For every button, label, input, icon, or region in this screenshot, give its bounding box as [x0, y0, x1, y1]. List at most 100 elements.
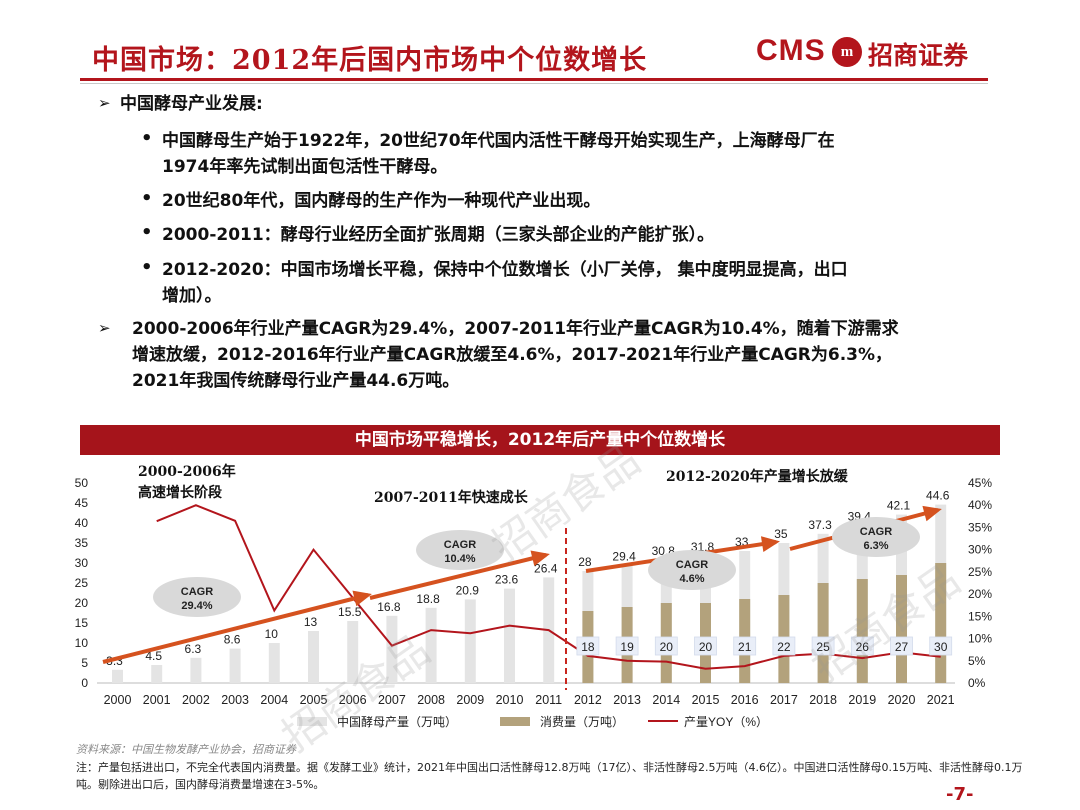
- x-tick-label: 2001: [143, 693, 171, 707]
- production-bar: [268, 643, 280, 683]
- y-right-tick-label: 15%: [968, 609, 992, 623]
- consumption-bar: [935, 563, 947, 683]
- consumption-bar: [896, 575, 907, 683]
- bullet-4-line-1: 2012-2020：中国市场增长平稳，保持中个位数增长（小厂关停， 集中度明显提…: [162, 260, 848, 280]
- consumption-data-label: 27: [895, 640, 909, 654]
- x-tick-label: 2011: [535, 693, 562, 707]
- x-tick-label: 2004: [260, 693, 288, 707]
- production-data-label: 20.9: [456, 583, 480, 597]
- arrow-bullet-icon: ➢: [98, 319, 111, 337]
- cagr-2000-2006-bubble: [153, 577, 241, 617]
- trend-arrow-2012-2016-head: [760, 536, 780, 553]
- production-data-label: 29.4: [612, 549, 636, 563]
- production-data-label: 28: [578, 555, 592, 569]
- legend-label-yoy: 产量YOY（%）: [684, 715, 768, 729]
- cagr-2012-2016-label: CAGR: [676, 559, 708, 571]
- consumption-data-label: 22: [777, 640, 791, 654]
- x-tick-label: 2013: [613, 693, 641, 707]
- y-left-tick-label: 40: [75, 516, 89, 530]
- cagr-2000-2006-label: CAGR: [181, 586, 213, 598]
- y-right-tick-label: 0%: [968, 676, 986, 690]
- y-left-tick-label: 10: [75, 636, 89, 650]
- consumption-label-box: [654, 636, 678, 656]
- production-bar: [347, 621, 359, 683]
- x-tick-label: 2019: [848, 693, 876, 707]
- bullet-icon: •: [141, 188, 153, 209]
- section-title: 中国酵母产业发展:: [120, 94, 263, 114]
- production-data-label: 42.1: [887, 499, 911, 513]
- cagr-2012-2016-bubble: [648, 550, 736, 590]
- cagr-2012-2016-value: 4.6%: [679, 573, 704, 585]
- production-data-label: 8.6: [224, 633, 241, 647]
- production-bar: [425, 607, 437, 683]
- phase-3-title: 2012-2020年产量增长放缓: [666, 468, 849, 485]
- legend-swatch-production: [297, 717, 327, 726]
- legend-label-production: 中国酵母产量（万吨）: [337, 714, 457, 729]
- cagr-2007-2011-bubble: [416, 530, 504, 570]
- y-right-tick-label: 10%: [968, 632, 992, 646]
- x-tick-label: 2015: [692, 693, 720, 707]
- phase-1-title: 2000-2006年: [138, 463, 236, 480]
- x-tick-label: 2008: [417, 693, 445, 707]
- x-tick-label: 2003: [221, 693, 249, 707]
- bullet-3: 2000-2011：酵母行业经历全面扩张周期（三家头部企业的产能扩张）。: [162, 225, 715, 245]
- x-tick-label: 2021: [927, 693, 955, 707]
- y-right-tick-label: 40%: [968, 498, 992, 512]
- trend-arrow-2000-2006: [102, 593, 369, 664]
- page-title: 中国市场：2012年后国内市场中个位数增长: [92, 45, 648, 76]
- consumption-data-label: 20: [699, 640, 713, 654]
- header-rule-thin: [80, 83, 988, 84]
- y-left-tick-label: 25: [75, 576, 89, 590]
- bullet-1-line-1: 中国酵母生产始于1922年，20世纪70年代国内活性干酵母开始实现生产，上海酵母…: [162, 131, 835, 151]
- production-data-label: 23.6: [495, 573, 519, 587]
- y-right-tick-label: 20%: [968, 587, 992, 601]
- bullet-icon: •: [141, 222, 153, 243]
- x-tick-label: 2020: [888, 693, 916, 707]
- phase-2-title: 2007-2011年快速成长: [374, 489, 529, 506]
- y-left-tick-label: 0: [81, 676, 88, 690]
- production-data-label: 10: [265, 627, 279, 641]
- production-data-label: 18.8: [416, 592, 440, 606]
- consumption-label-box: [733, 636, 757, 656]
- page-number: -7-: [946, 784, 974, 805]
- x-tick-label: 2012: [574, 693, 602, 707]
- production-data-label: 26.4: [534, 561, 558, 575]
- trend-arrow-2000-2006-head: [352, 590, 372, 607]
- production-bar: [386, 615, 398, 683]
- cagr-2017-2021-bubble: [832, 517, 920, 557]
- bullet-1-line-2: 1974年率先试制出面包活性干酵母。: [162, 157, 448, 177]
- header-rule: [80, 78, 988, 81]
- bullet-4-line-2: 增加）。: [162, 286, 222, 306]
- y-left-tick-label: 5: [81, 656, 88, 670]
- legend-label-consumption: 消费量（万吨）: [540, 715, 624, 729]
- y-left-tick-label: 50: [75, 476, 89, 490]
- x-tick-label: 2014: [652, 693, 680, 707]
- y-left-tick-label: 20: [75, 596, 89, 610]
- arrow-bullet-icon: ➢: [98, 94, 111, 112]
- production-bar: [504, 588, 515, 683]
- production-data-label: 6.3: [185, 642, 202, 656]
- trend-arrow-2017-2021-head: [922, 505, 942, 522]
- source-note: 资料来源：中国生物发酵产业协会，招商证券: [76, 743, 296, 756]
- trend-arrow-2007-2011-head: [530, 550, 550, 567]
- y-left-tick-label: 15: [75, 616, 89, 630]
- x-tick-label: 2006: [339, 693, 367, 707]
- production-data-label: 15.5: [338, 605, 362, 619]
- cagr-line-1: 2000-2006年行业产量CAGR为29.4%，2007-2011年行业产量C…: [132, 319, 899, 339]
- yoy-line: [156, 504, 941, 670]
- consumption-label-box: [576, 636, 600, 656]
- consumption-bar: [856, 579, 868, 683]
- production-bar: [229, 648, 241, 683]
- production-data-label: 37.3: [808, 518, 832, 532]
- consumption-label-box: [811, 636, 835, 656]
- cagr-2017-2021-value: 6.3%: [863, 540, 888, 552]
- cagr-2017-2021-label: CAGR: [860, 526, 892, 538]
- y-right-tick-label: 30%: [968, 543, 992, 557]
- cagr-2000-2006-value: 29.4%: [181, 600, 212, 612]
- logo-mark-icon: m: [832, 37, 862, 67]
- y-right-tick-label: 5%: [968, 654, 986, 668]
- consumption-data-label: 21: [738, 640, 752, 654]
- logo-latin: CMS: [756, 34, 826, 67]
- production-bar: [464, 599, 476, 683]
- cagr-2007-2011-label: CAGR: [444, 539, 476, 551]
